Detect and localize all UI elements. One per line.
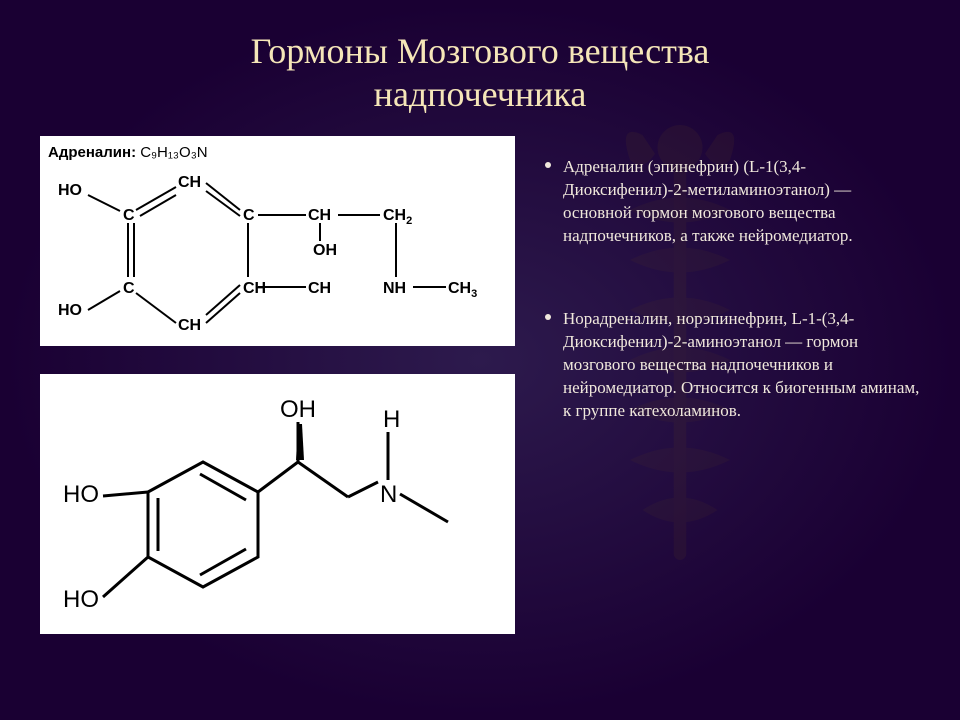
slide: Гормоны Мозгового вещества надпочечника …	[0, 0, 960, 720]
svg-text:N: N	[380, 481, 397, 508]
svg-text:H: H	[383, 406, 400, 433]
svg-text:HO: HO	[63, 586, 99, 613]
svg-text:HO: HO	[63, 481, 99, 508]
svg-text:C: C	[123, 207, 135, 224]
svg-text:CH3: CH3	[448, 280, 477, 300]
svg-text:CH2: CH2	[383, 207, 412, 227]
adrenaline-formula-label: Адреналин: C₉H₁₃O₃N	[48, 144, 507, 161]
bullet-1-text: Адреналин (эпинефрин) (L-1(3,4-Диоксифен…	[563, 156, 920, 248]
svg-text:HO: HO	[58, 302, 82, 319]
svg-text:CH: CH	[308, 207, 331, 224]
title-line-1: Гормоны Мозгового вещества	[251, 31, 710, 71]
svg-text:OH: OH	[280, 396, 316, 423]
bullet-1: Адреналин (эпинефрин) (L-1(3,4-Диоксифен…	[545, 156, 920, 248]
svg-text:C: C	[123, 280, 135, 297]
svg-text:HO: HO	[58, 182, 82, 199]
noradrenaline-structure-box: HO HO OH H N	[40, 374, 515, 634]
bullet-dot-icon	[545, 162, 551, 168]
slide-title: Гормоны Мозгового вещества надпочечника	[40, 30, 920, 116]
left-column: Адреналин: C₉H₁₃O₃N HO HO C C CH CH C CH	[40, 136, 515, 634]
bullet-2: Норадреналин, норэпинефрин, L-1-(3,4-Дио…	[545, 308, 920, 423]
svg-text:CH: CH	[178, 317, 201, 334]
content-row: Адреналин: C₉H₁₃O₃N HO HO C C CH CH C CH	[40, 136, 920, 634]
bullet-2-text: Норадреналин, норэпинефрин, L-1-(3,4-Дио…	[563, 308, 920, 423]
title-line-2: надпочечника	[374, 74, 587, 114]
svg-text:CH: CH	[178, 174, 201, 191]
noradrenaline-structure-svg: HO HO OH H N	[48, 382, 508, 627]
bullet-dot-icon	[545, 314, 551, 320]
adrenaline-structure-box: Адреналин: C₉H₁₃O₃N HO HO C C CH CH C CH	[40, 136, 515, 346]
svg-text:C: C	[243, 207, 255, 224]
right-column: Адреналин (эпинефрин) (L-1(3,4-Диоксифен…	[545, 136, 920, 634]
svg-text:CH: CH	[243, 280, 266, 297]
svg-text:NH: NH	[383, 280, 406, 297]
adrenaline-structure-svg: HO HO C C CH CH C CH CH CH OH CH2 NH	[48, 165, 508, 340]
svg-text:CH: CH	[308, 280, 331, 297]
svg-text:OH: OH	[313, 242, 337, 259]
